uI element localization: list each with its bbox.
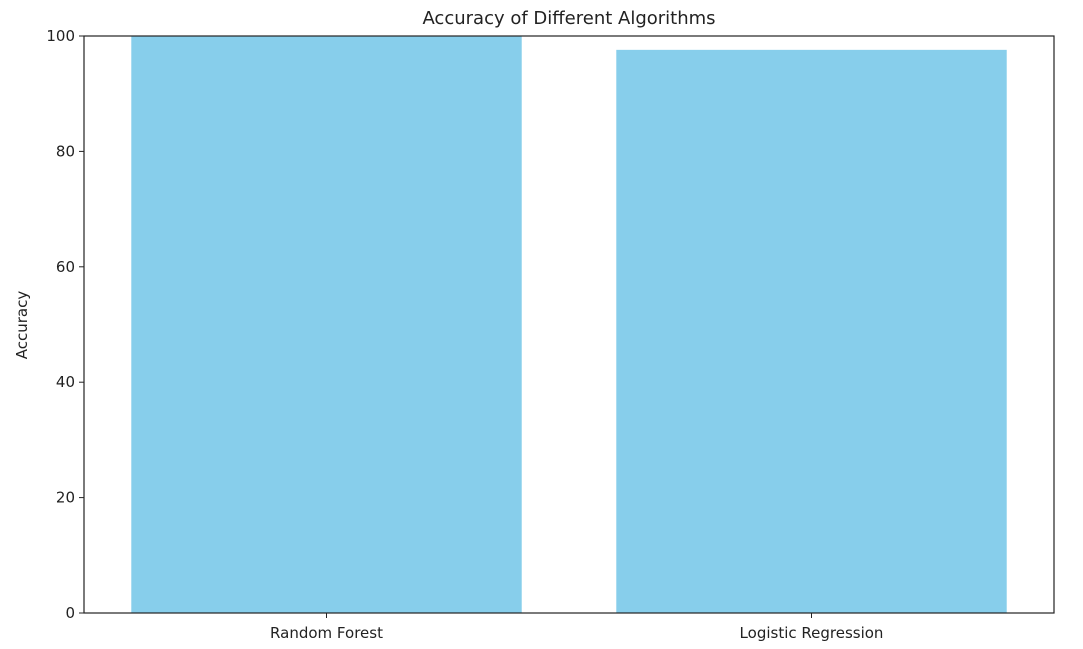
bars-group	[131, 36, 1007, 614]
y-axis-ticks: 0 20 40 60 80 100	[46, 27, 84, 622]
y-tick-label: 40	[56, 373, 75, 391]
x-tick-label: Logistic Regression	[740, 624, 884, 642]
y-tick-label: 60	[56, 258, 75, 276]
y-tick-label: 80	[56, 142, 75, 160]
y-tick-label: 0	[65, 604, 75, 622]
y-axis-label: Accuracy	[13, 291, 31, 360]
y-tick-label: 20	[56, 489, 75, 507]
bar-logistic-regression	[616, 49, 1007, 614]
x-axis-ticks: Random Forest Logistic Regression	[270, 613, 883, 642]
x-tick-label: Random Forest	[270, 624, 383, 642]
y-tick-label: 100	[46, 27, 75, 45]
chart-title: Accuracy of Different Algorithms	[422, 8, 715, 29]
plot-frame	[83, 35, 1055, 614]
bar-random-forest	[131, 36, 522, 613]
